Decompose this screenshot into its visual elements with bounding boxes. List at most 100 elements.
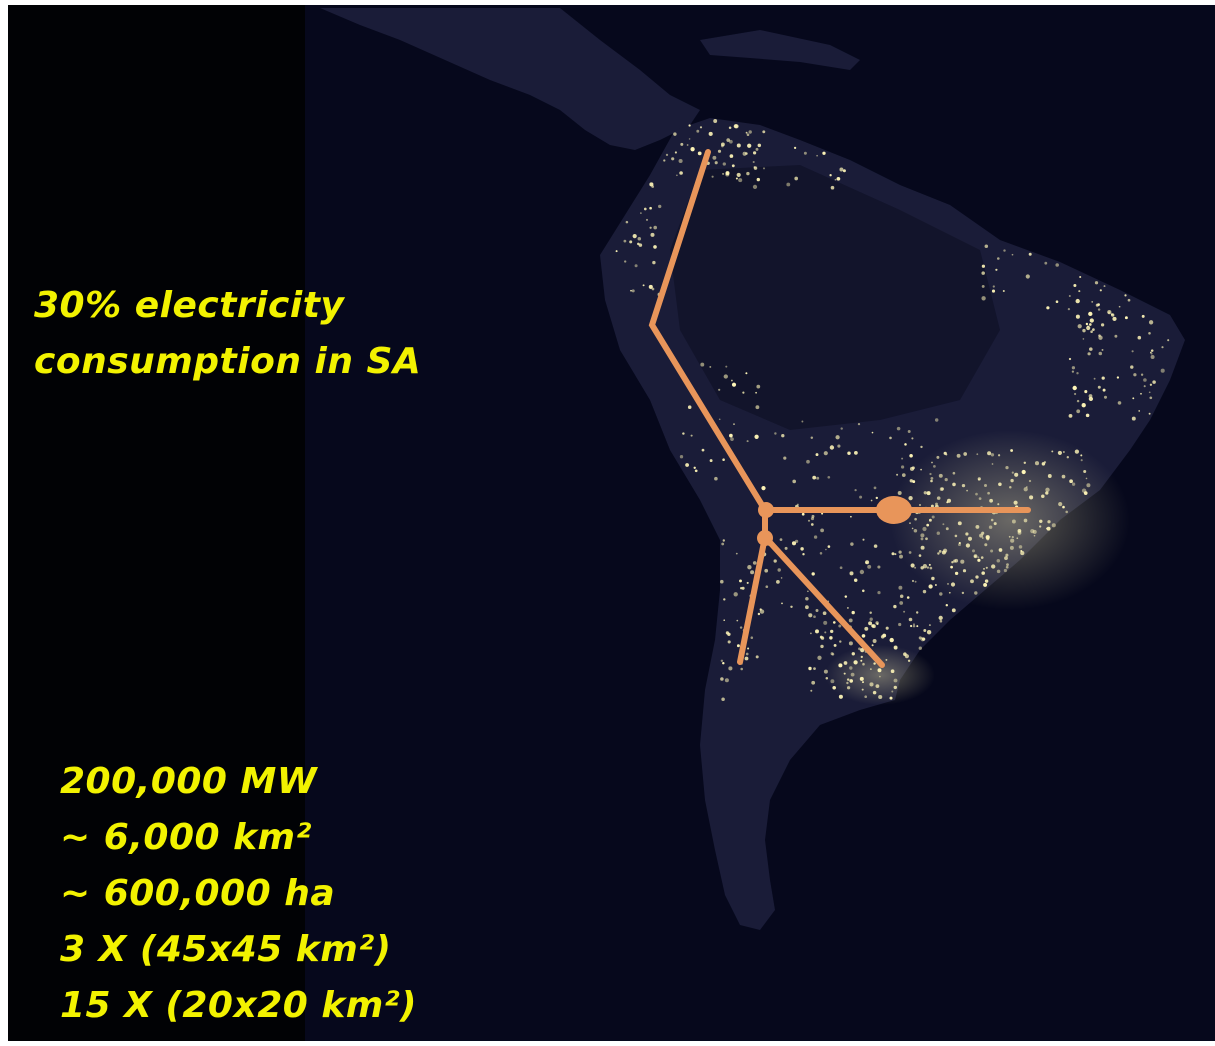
city-light-dot [736, 644, 740, 648]
amazon-dark-interior [670, 165, 1000, 430]
city-light-dot [697, 151, 702, 156]
city-light-dot [801, 420, 804, 423]
city-light-dot [750, 636, 754, 639]
city-light-dot [929, 472, 932, 476]
city-light-dot [1085, 477, 1088, 480]
city-light-dot [1014, 472, 1019, 477]
city-light-dot [1094, 281, 1099, 285]
city-light-dot [849, 666, 853, 670]
city-light-dot [1143, 378, 1147, 382]
city-light-dot [1083, 491, 1088, 495]
city-light-dot [642, 284, 645, 287]
city-light-dot [736, 619, 739, 622]
city-light-dot [1033, 534, 1036, 537]
city-light-dot [1068, 413, 1073, 418]
stat-large-fields: 3 X (45x45 km²) [60, 929, 392, 970]
stat-area-ha: ~ 600,000 ha [60, 873, 336, 914]
city-light-dot [1071, 370, 1075, 373]
city-light-dot [912, 480, 916, 484]
city-light-dot [1102, 388, 1106, 392]
city-light-dot [829, 174, 832, 177]
city-light-dot [830, 679, 835, 684]
city-light-dot [873, 662, 876, 665]
city-light-dot [722, 172, 725, 175]
city-light-dot [885, 626, 889, 630]
city-light-dot [1057, 450, 1062, 455]
city-light-dot [1132, 397, 1135, 400]
city-light-dot [926, 630, 932, 635]
city-light-dot [901, 457, 904, 460]
city-light-dot [1011, 471, 1014, 474]
city-light-dot [722, 458, 725, 461]
city-light-dot [1041, 462, 1046, 466]
city-light-dot [1124, 316, 1128, 320]
city-light-dot [718, 388, 721, 391]
city-light-dot [967, 536, 973, 541]
city-light-dot [942, 548, 948, 553]
city-light-dot [693, 466, 696, 469]
city-light-dot [945, 604, 948, 607]
city-light-dot [947, 582, 949, 585]
city-light-dot [936, 455, 940, 459]
city-light-dot [822, 611, 827, 616]
city-light-dot [1085, 413, 1090, 418]
city-light-dot [807, 519, 811, 522]
city-light-dot [810, 632, 812, 635]
city-light-dot [939, 592, 943, 596]
city-light-dot [885, 658, 888, 661]
city-light-dot [688, 124, 691, 127]
city-light-dot [819, 552, 823, 555]
city-light-dot [1028, 252, 1032, 256]
city-light-dot [870, 499, 873, 502]
city-light-dot [911, 437, 914, 440]
city-light-dot [816, 154, 818, 157]
city-light-dot [779, 538, 783, 541]
city-light-dot [718, 418, 721, 421]
city-light-dot [958, 541, 961, 545]
city-light-dot [1076, 409, 1081, 414]
city-light-dot [862, 681, 864, 684]
city-light-dot [1061, 474, 1066, 479]
city-light-dot [680, 142, 684, 146]
city-light-dot [923, 491, 927, 495]
city-light-dot [694, 469, 698, 473]
city-light-dot [991, 463, 994, 465]
city-light-dot [1076, 399, 1080, 403]
city-light-dot [774, 432, 777, 435]
city-light-dot [953, 559, 957, 563]
city-light-dot [946, 498, 952, 503]
city-light-dot [784, 546, 788, 550]
city-light-dot [898, 585, 903, 590]
city-light-dot [1062, 505, 1065, 509]
city-light-dot [904, 443, 907, 446]
city-light-dot [714, 161, 718, 165]
city-light-dot [763, 167, 765, 170]
city-light-dot [739, 626, 743, 629]
city-light-dot [889, 696, 893, 700]
city-light-dot [1100, 323, 1105, 327]
city-light-dot [954, 571, 959, 576]
city-light-dot [803, 151, 807, 155]
city-light-dot [1011, 519, 1016, 524]
city-light-dot [746, 581, 749, 584]
city-light-dot [1148, 320, 1154, 325]
city-light-dot [954, 534, 958, 538]
city-light-dot [754, 434, 759, 439]
city-light-dot [1083, 469, 1087, 474]
plant-site-hub [758, 502, 774, 518]
city-light-dot [1082, 338, 1085, 340]
city-light-dot [965, 532, 969, 536]
city-light-dot [815, 629, 819, 634]
city-light-dot [1148, 412, 1151, 415]
city-light-dot [862, 589, 865, 593]
city-light-dot [945, 453, 948, 456]
city-light-dot [752, 561, 757, 565]
city-light-dot [1055, 300, 1059, 304]
city-light-dot [893, 645, 898, 650]
city-light-dot [1063, 451, 1065, 453]
city-light-dot [1117, 401, 1122, 405]
city-light-dot [910, 624, 913, 628]
city-light-dot [956, 453, 961, 458]
city-light-dot [957, 521, 962, 526]
city-light-dot [1009, 545, 1014, 550]
